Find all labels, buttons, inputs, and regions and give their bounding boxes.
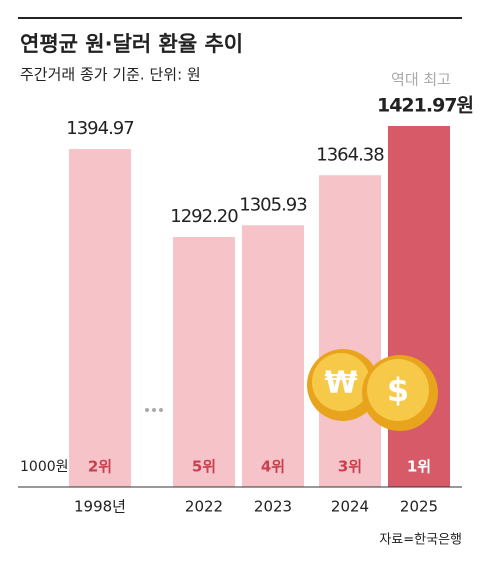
bar — [319, 175, 381, 487]
coin-decoration: ₩ $ — [307, 349, 438, 431]
rank-label: 2위 — [88, 458, 112, 476]
top-rule — [18, 17, 462, 19]
bar — [69, 149, 131, 487]
x-tick-label: 2025 — [400, 498, 438, 516]
source: 자료=한국은행 — [379, 532, 462, 548]
x-tick-label: 2022 — [185, 498, 223, 516]
bar — [242, 225, 304, 487]
x-tick-label: 2024 — [331, 498, 369, 516]
ellipsis — [145, 408, 163, 412]
svg-text:$: $ — [387, 371, 409, 409]
value-label: 1394.97 — [66, 118, 133, 139]
value-label: 1421.97원 — [377, 94, 473, 116]
rank-label: 4위 — [261, 458, 285, 476]
svg-text:₩: ₩ — [324, 366, 357, 401]
plot: 1000원 1998년 1394.97 2위 2022 1292.20 5위 2023 1305… — [20, 71, 474, 516]
y-tick-label: 1000원 — [20, 459, 69, 475]
value-label: 1292.20 — [170, 206, 238, 227]
rank-label: 1위 — [407, 458, 431, 476]
chart-title: 연평균 원·달러 환율 추이 — [20, 32, 243, 56]
x-tick-label: 1998년 — [74, 498, 126, 516]
chart-subtitle: 주간거래 종가 기준. 단위: 원 — [20, 66, 201, 84]
value-label: 1364.38 — [316, 144, 384, 165]
rank-label: 3위 — [338, 458, 362, 476]
annotation: 역대 최고 — [391, 71, 451, 89]
value-label: 1305.93 — [239, 194, 307, 215]
rank-label: 5위 — [192, 458, 216, 476]
x-tick-label: 2023 — [254, 498, 292, 516]
bar — [173, 237, 235, 487]
bar — [388, 125, 450, 487]
